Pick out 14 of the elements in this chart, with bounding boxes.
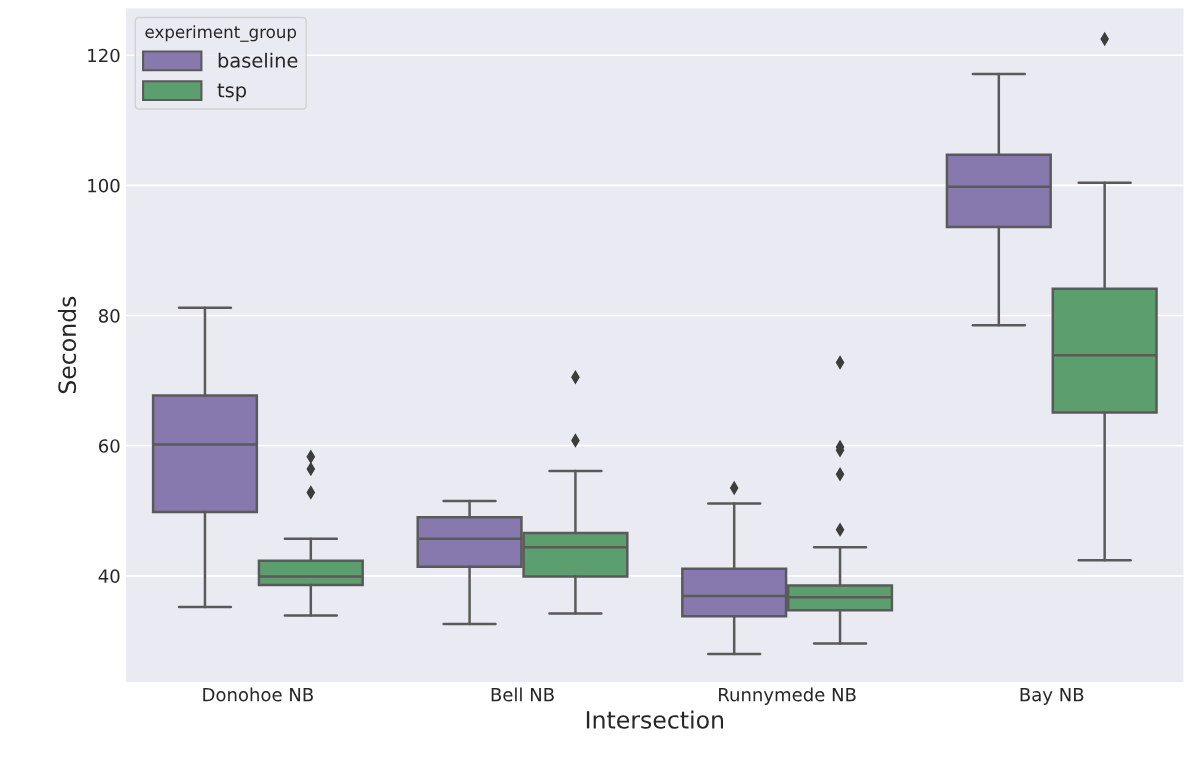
legend-title: experiment_group xyxy=(145,25,297,42)
x-axis-title: Intersection xyxy=(586,710,724,729)
x-tick-label: Runnymede NB xyxy=(719,687,856,705)
y-tick-label: 100 xyxy=(88,178,120,193)
legend-label: tsp xyxy=(217,83,246,102)
x-tick-label: Bay NB xyxy=(1020,687,1084,705)
y-tick-label: 60 xyxy=(99,439,120,453)
x-tick-label: Donohoe NB xyxy=(203,687,313,702)
x-tick-label: Bell NB xyxy=(491,687,554,702)
y-tick-label: 120 xyxy=(88,48,120,63)
y-tick-label: 80 xyxy=(98,308,120,323)
y-axis-title: Seconds xyxy=(57,296,77,394)
legend-label: baseline xyxy=(218,52,298,68)
y-tick-label: 40 xyxy=(98,569,120,583)
